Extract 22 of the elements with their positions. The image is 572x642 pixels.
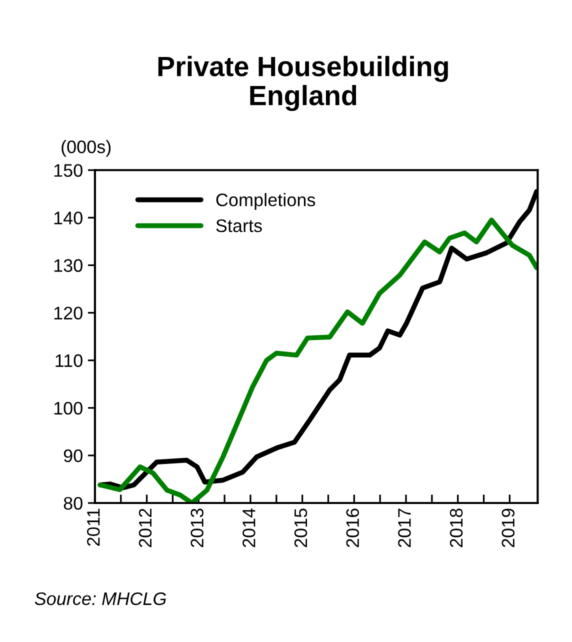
x-tick-label: 2018 — [450, 508, 463, 548]
y-tick-label: 140 — [54, 212, 82, 224]
y-tick-label: 150 — [54, 164, 82, 177]
source-note: Source: MHCLG — [34, 592, 166, 606]
y-tick-label: 120 — [54, 306, 82, 320]
x-tick-label: 2011 — [87, 508, 100, 546]
y-tick-label: 110 — [56, 354, 82, 368]
y-tick-label: 90 — [64, 449, 82, 462]
x-tick-label: 2017 — [398, 508, 411, 548]
y-tick-label: 100 — [54, 402, 82, 415]
x-tick-label: 2016 — [346, 508, 360, 548]
x-tick-label: 2012 — [138, 508, 152, 548]
legend-label: Starts — [216, 219, 262, 232]
y-axis-title: (000s) — [62, 140, 111, 157]
x-tick-label: 2015 — [294, 508, 308, 548]
legend-label: Completions — [216, 193, 316, 210]
y-tick-label: 80 — [64, 496, 82, 510]
y-tick-label: 130 — [54, 259, 82, 272]
x-tick-label: 2013 — [190, 508, 204, 548]
chart-title: Private Housebuilding England — [158, 56, 448, 111]
x-tick-label: 2019 — [502, 508, 515, 548]
x-tick-label: 2014 — [242, 508, 256, 548]
